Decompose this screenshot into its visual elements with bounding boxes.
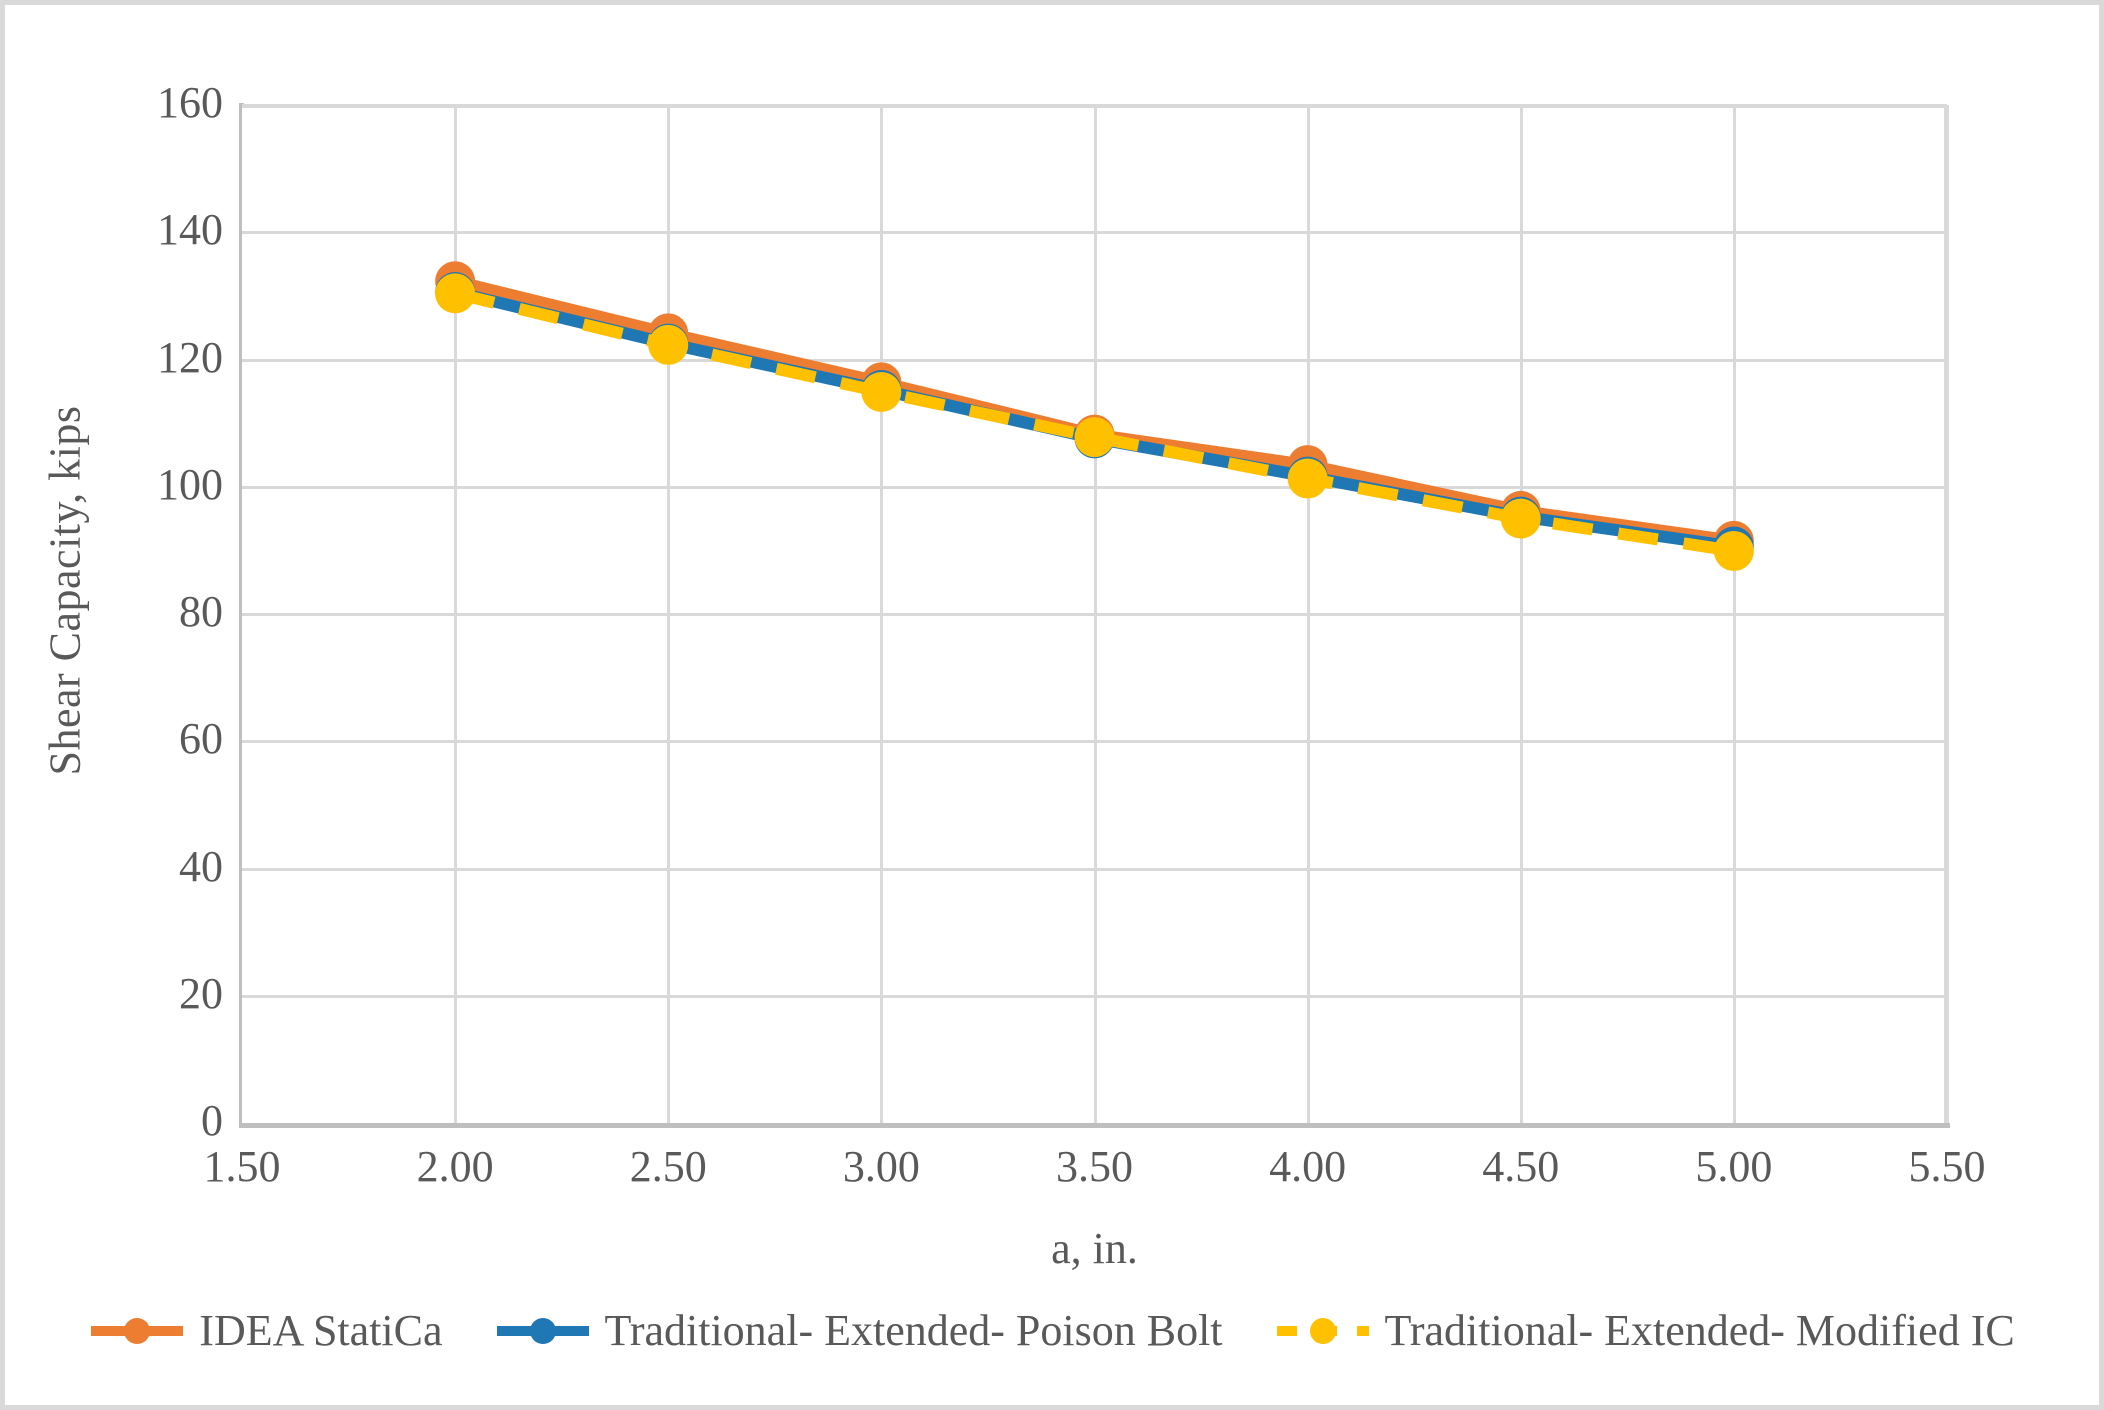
x-tick-label: 4.50	[1482, 1142, 1560, 1191]
legend-item-0[interactable]: IDEA StatiCa	[89, 1305, 443, 1356]
gridline-vertical	[1093, 105, 1097, 1123]
series-2	[435, 273, 1754, 572]
y-tick-label: 40	[179, 841, 223, 891]
series-line	[453, 275, 1735, 547]
gridline-vertical	[667, 105, 671, 1123]
y-tick-label: 100	[157, 459, 223, 509]
y-tick-label: 120	[157, 332, 223, 382]
y-tick-label: 80	[179, 587, 223, 636]
y-tick-label: 20	[179, 968, 223, 1018]
y-tick-label: 140	[157, 205, 223, 255]
x-axis-title: a, in.	[1051, 1224, 1138, 1273]
x-tick-label: 3.00	[842, 1142, 920, 1191]
plot-area	[242, 104, 1949, 1123]
legend-item-2[interactable]: Traditional- Extended- Modified IC	[1275, 1305, 2015, 1356]
x-tick-label: 3.50	[1056, 1142, 1133, 1191]
x-tick-label: 2.00	[416, 1142, 494, 1191]
gridline-vertical	[1732, 105, 1736, 1123]
legend-label: Traditional- Extended- Modified IC	[1384, 1306, 2015, 1355]
y-axis-line	[239, 103, 244, 1127]
gridline-vertical	[1946, 105, 1949, 1123]
legend-key-icon	[496, 1317, 589, 1344]
y-tick-label: 0	[201, 1096, 223, 1145]
legend-label: IDEA StatiCa	[199, 1306, 443, 1355]
x-tick-label: 5.50	[1908, 1142, 1986, 1191]
x-tick-label: 4.00	[1269, 1142, 1347, 1191]
legend-key-icon	[91, 1317, 184, 1344]
chart-legend: IDEA StatiCa Traditional- Extended- Poiso…	[5, 1305, 2099, 1356]
y-tick-label: 160	[157, 78, 223, 127]
data-point-marker	[648, 324, 689, 365]
x-axis-line	[239, 1123, 1950, 1128]
gridline-vertical	[1519, 105, 1523, 1123]
y-tick-label: 60	[179, 714, 223, 764]
data-point-marker	[1713, 531, 1754, 572]
x-tick-label: 1.50	[203, 1142, 281, 1191]
gridline-vertical	[1306, 105, 1310, 1123]
legend-key-icon	[1276, 1317, 1369, 1344]
y-axis-tick-labels: 0 20 40 60 80 100 120 140 160	[5, 5, 223, 1405]
x-tick-label: 2.50	[629, 1142, 707, 1191]
data-point-marker	[435, 273, 476, 314]
data-point-marker	[1500, 498, 1541, 539]
data-point-marker	[1287, 458, 1328, 499]
gridline-vertical	[880, 105, 884, 1123]
series-layer	[435, 261, 1754, 572]
legend-label: Traditional- Extended- Poison Bolt	[604, 1306, 1223, 1355]
gridline-vertical	[454, 105, 458, 1123]
data-point-marker	[861, 371, 902, 412]
legend-item-1[interactable]: Traditional- Extended- Poison Bolt	[495, 1305, 1223, 1356]
data-point-marker	[1074, 417, 1115, 458]
x-tick-label: 5.00	[1695, 1142, 1773, 1191]
